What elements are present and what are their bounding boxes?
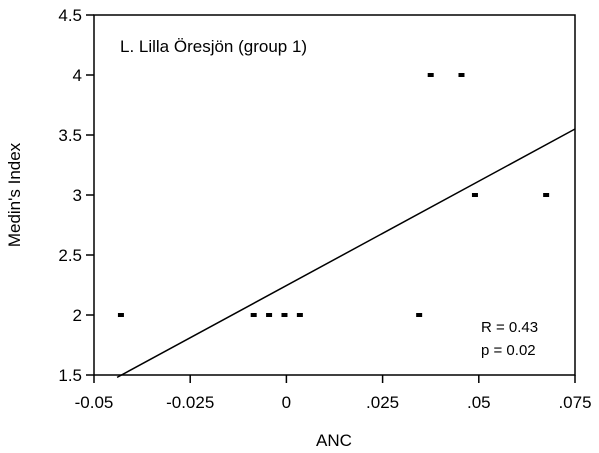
regression-line [116,128,576,379]
data-point [543,193,550,197]
data-point [296,313,303,317]
r-value-label: R = 0.43 [481,319,538,336]
y-tick-label: 1.5 [58,366,82,385]
x-tick-label: .05 [467,393,491,412]
data-point [266,313,273,317]
plot-title: L. Lilla Öresjön (group 1) [120,37,307,56]
x-axis-label: ANC [316,431,352,450]
y-tick-label: 4.5 [58,6,82,25]
x-axis: -0.05 -0.025 0 .025 .05 .075 [75,375,592,412]
data-point [416,313,423,317]
y-tick-label: 3.5 [58,126,82,145]
data-points [117,73,550,317]
y-tick-label: 2.5 [58,246,82,265]
x-tick-label: .075 [558,393,591,412]
x-tick-label: -0.025 [166,393,214,412]
data-point [471,193,478,197]
data-point [458,73,465,77]
data-point [281,313,288,317]
y-axis-label: Medin's Index [5,142,24,247]
p-value-label: p = 0.02 [481,342,536,359]
y-tick-label: 4 [73,66,82,85]
data-point [250,313,257,317]
regression-line-group [116,128,576,379]
data-point [427,73,434,77]
y-axis: 1.5 2 2.5 3 3.5 4 4.5 [58,6,94,385]
x-tick-label: 0 [282,393,291,412]
y-tick-label: 3 [73,186,82,205]
x-tick-label: .025 [366,393,399,412]
data-point [117,313,124,317]
y-tick-label: 2 [73,306,82,325]
x-tick-label: -0.05 [75,393,114,412]
